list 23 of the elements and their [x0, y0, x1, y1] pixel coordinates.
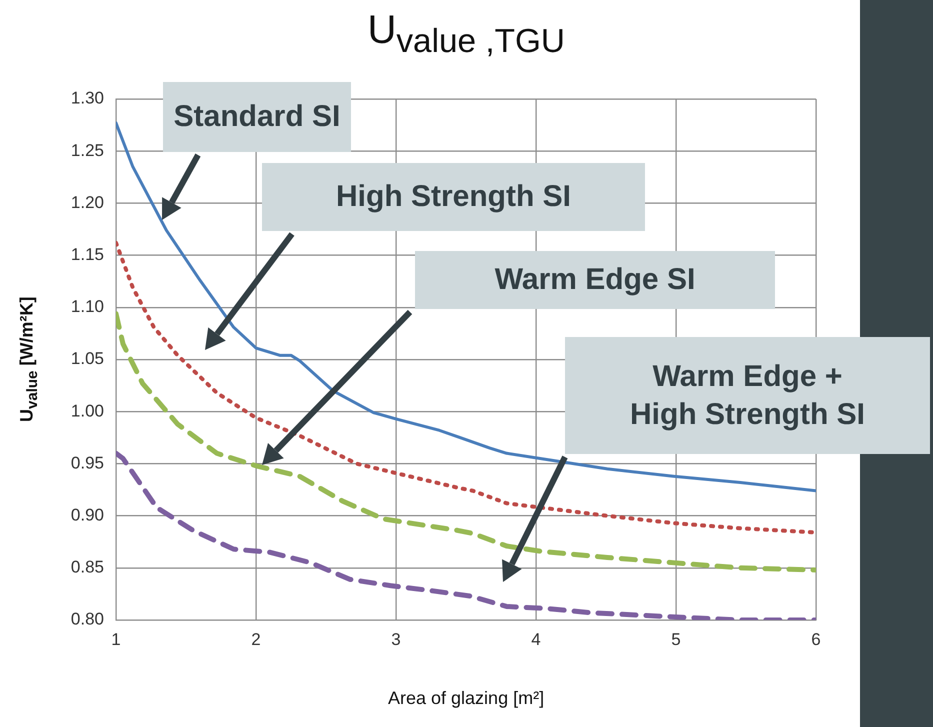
y-tick-label: 0.85 [70, 558, 104, 577]
y-tick-label: 1.25 [70, 140, 104, 160]
y-tick-label: 1.05 [70, 349, 104, 368]
y-tick-label: 1.00 [70, 401, 104, 420]
callout-box: Warm Edge + High Strength SI [565, 337, 930, 454]
x-tick-label: 5 [671, 630, 681, 649]
callout-box: High Strength SI [262, 163, 645, 231]
callout-box: Standard SI [163, 82, 351, 152]
y-tick-label: 0.90 [70, 505, 104, 524]
chart-title: U$_{value ,TGU}$ [368, 8, 565, 61]
x-tick-label: 3 [391, 630, 401, 649]
y-tick-label: 1.20 [70, 192, 104, 212]
callout-box: Warm Edge SI [415, 251, 775, 309]
x-tick-label: 4 [531, 630, 541, 649]
x-tick-label: 2 [251, 630, 261, 649]
y-tick-label: 0.95 [70, 453, 104, 472]
y-tick-label: 1.30 [70, 88, 104, 108]
x-axis-title: Area of glazing [m²] [388, 688, 544, 709]
y-tick-label: 1.10 [70, 297, 104, 316]
y-tick-label: 0.80 [70, 610, 104, 629]
x-tick-label: 1 [111, 630, 121, 649]
x-tick-label: 6 [811, 630, 821, 649]
y-tick-label: 1.15 [70, 244, 104, 264]
